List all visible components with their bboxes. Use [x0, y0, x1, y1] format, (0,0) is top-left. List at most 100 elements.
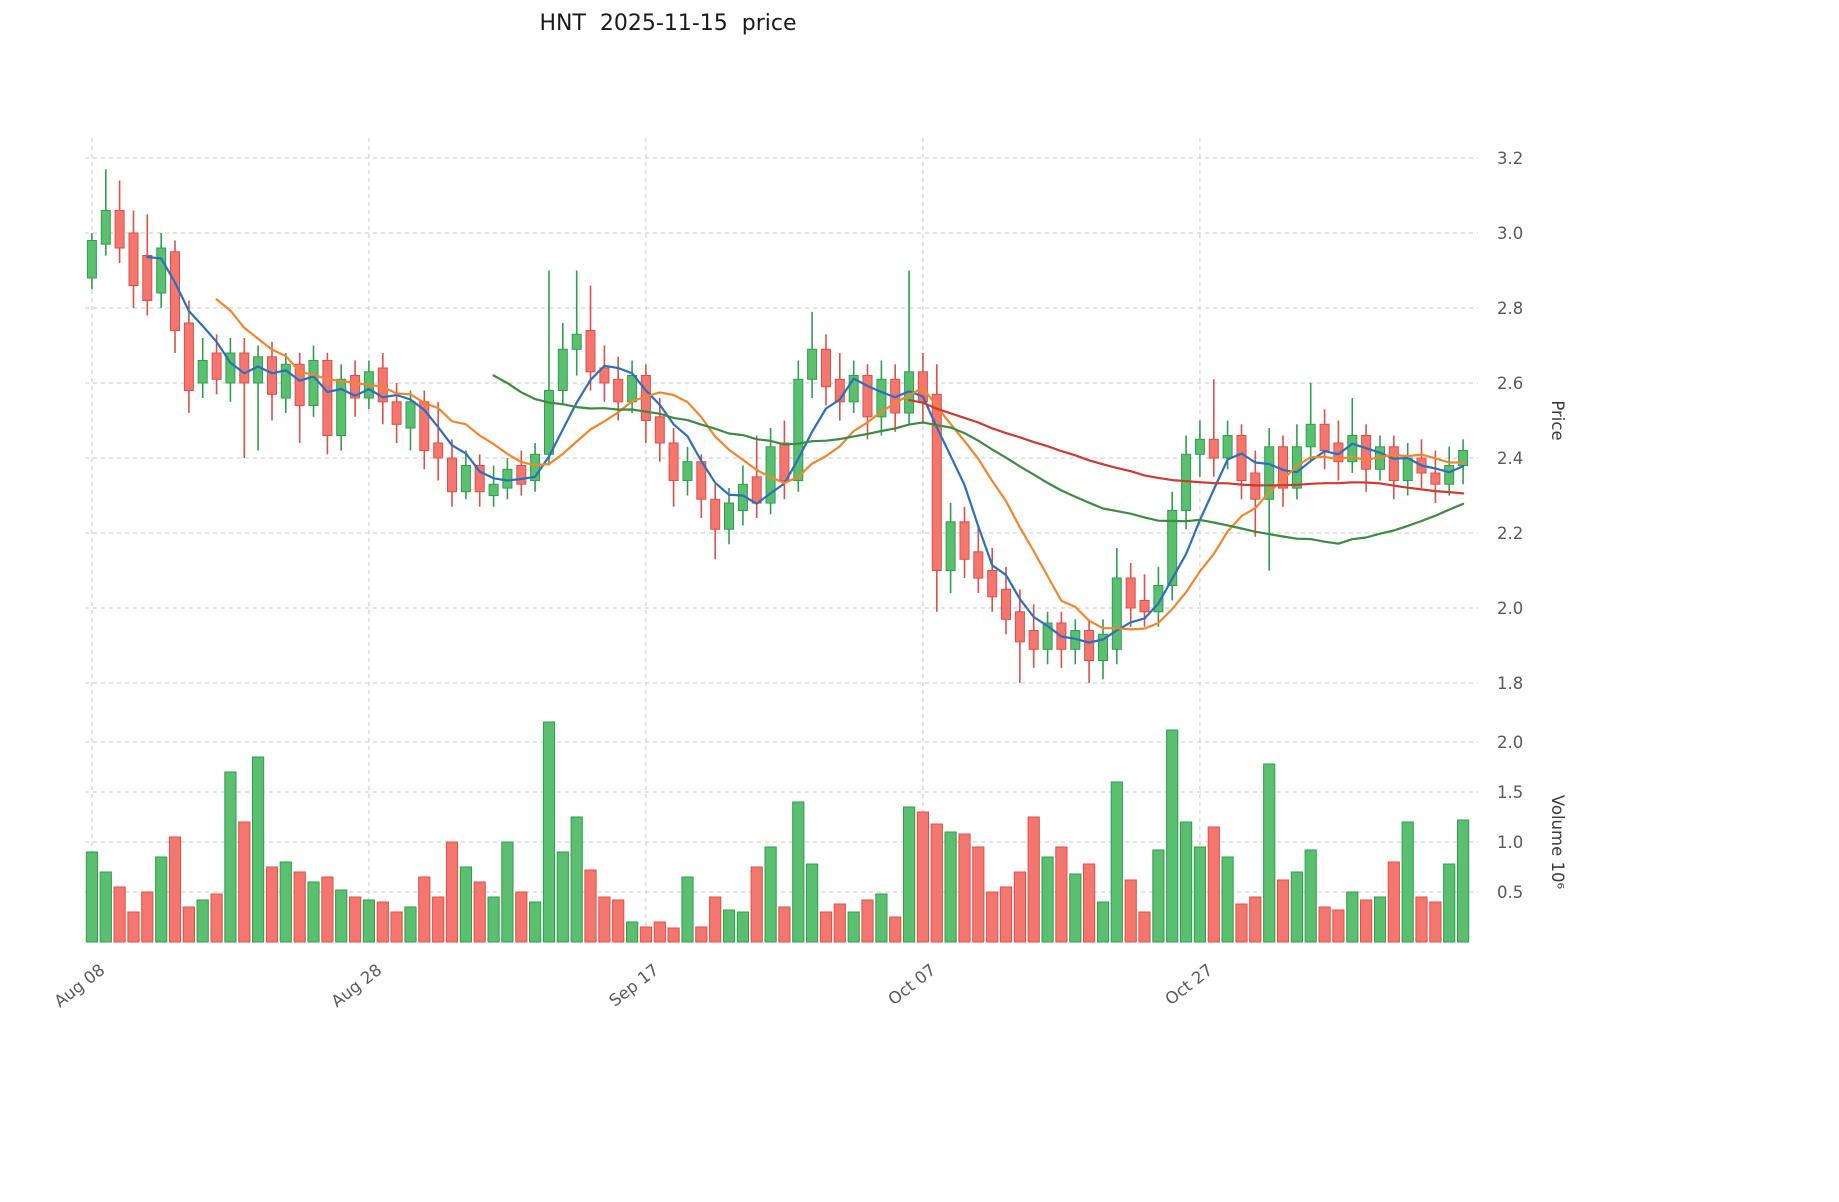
candle-body [267, 356, 277, 395]
volume-bar [639, 926, 652, 943]
candle-body [945, 521, 956, 572]
volume-bar [598, 896, 611, 943]
volume-bar [1096, 901, 1110, 943]
volume-bar [1360, 899, 1373, 943]
date-tick-label: Aug 28 [328, 960, 386, 1011]
moving-averages-layer [146, 255, 1465, 644]
candle-body [86, 240, 97, 279]
volume-bar [1055, 846, 1068, 943]
volume-bar [127, 911, 140, 943]
price-tick-label: 2.4 [1497, 449, 1523, 468]
volume-bar [667, 927, 680, 943]
candle-body [377, 367, 388, 403]
volume-bar [1415, 896, 1428, 943]
candle-body [502, 468, 513, 489]
volume-bar [307, 881, 320, 943]
candle-body [1388, 446, 1399, 482]
volume-bar [1318, 906, 1331, 943]
candle-body [156, 247, 167, 294]
candle-body [876, 378, 887, 418]
candle-body [350, 375, 361, 399]
candle-body [571, 333, 582, 350]
volume-bar [432, 896, 445, 943]
volume-bar [958, 833, 971, 943]
price-tick-label: 2.2 [1497, 524, 1523, 543]
volume-bar [1387, 861, 1400, 943]
volume-bar [722, 909, 736, 943]
volume-bar [445, 841, 459, 943]
candle-body [1167, 510, 1178, 586]
volume-bar [349, 896, 362, 943]
date-tick-label: Oct 07 [884, 960, 939, 1009]
volume-bar [778, 906, 791, 943]
volume-bar [1110, 781, 1123, 943]
candle-body [1042, 622, 1053, 650]
candle-body [710, 498, 721, 530]
volume-bar [1276, 879, 1290, 943]
candle-body [613, 378, 624, 403]
volume-bar [252, 756, 265, 943]
volume-bar [1443, 863, 1456, 943]
date-tick-label: Sep 17 [605, 960, 662, 1010]
volume-bar [224, 771, 237, 943]
candles-layer [86, 169, 1469, 683]
volume-bar [1457, 819, 1470, 943]
date-tick-label: Oct 27 [1161, 960, 1216, 1009]
candle-body [807, 348, 818, 380]
volume-bar [1180, 821, 1193, 943]
candle-body [336, 378, 347, 436]
candle-body [447, 457, 457, 493]
volume-bar [1124, 879, 1137, 943]
volume-bar [542, 721, 556, 943]
candle-body [668, 442, 679, 481]
candle-body [931, 393, 942, 571]
candle-body [211, 352, 222, 380]
volume-bar [1429, 901, 1442, 943]
volume-bar [1193, 846, 1207, 943]
ma-line-ma30 [492, 374, 1465, 545]
volume-axis-title: Volume 10⁶ [1548, 795, 1567, 890]
volume-tick-label: 0.5 [1497, 883, 1523, 902]
candle-body [1139, 600, 1150, 613]
volume-bar [85, 851, 99, 943]
volume-bar [1346, 891, 1359, 943]
volume-bar [362, 899, 375, 943]
candle-body [1194, 438, 1205, 455]
volume-bar [1152, 849, 1165, 943]
volume-bar [847, 911, 860, 943]
volume-bar [653, 921, 666, 943]
date-tick-label: Aug 08 [51, 960, 109, 1011]
candle-body [654, 416, 665, 444]
volume-bar [750, 866, 763, 943]
volume-bar [792, 801, 805, 943]
volume-bar [709, 896, 722, 943]
price-tick-label: 3.2 [1497, 149, 1523, 168]
volume-bar [986, 891, 999, 943]
volume-bar [1083, 863, 1096, 943]
volume-bar [265, 866, 279, 943]
price-tick-label: 1.8 [1497, 674, 1523, 693]
volume-bar [155, 856, 168, 943]
candle-body [433, 442, 444, 459]
volume-bar [875, 893, 888, 943]
candle-body [1444, 465, 1455, 485]
candle-body [1028, 630, 1039, 650]
candle-body [1153, 585, 1164, 613]
volume-bar [1332, 909, 1345, 943]
candle-body [225, 352, 236, 384]
candle-body [987, 570, 998, 598]
volume-bar [584, 869, 597, 943]
candle-body [1361, 435, 1372, 470]
candle-body [834, 378, 845, 403]
volume-bar [1207, 826, 1220, 943]
volume-bar [1401, 821, 1414, 943]
candle-body [973, 551, 984, 579]
volume-bar [1249, 896, 1262, 943]
candle-body [585, 330, 596, 373]
volume-bar [390, 911, 403, 943]
volume-bar [944, 831, 957, 943]
ma-line-ma10 [215, 298, 1465, 631]
candle-body [724, 502, 734, 530]
candle-body [557, 348, 568, 391]
